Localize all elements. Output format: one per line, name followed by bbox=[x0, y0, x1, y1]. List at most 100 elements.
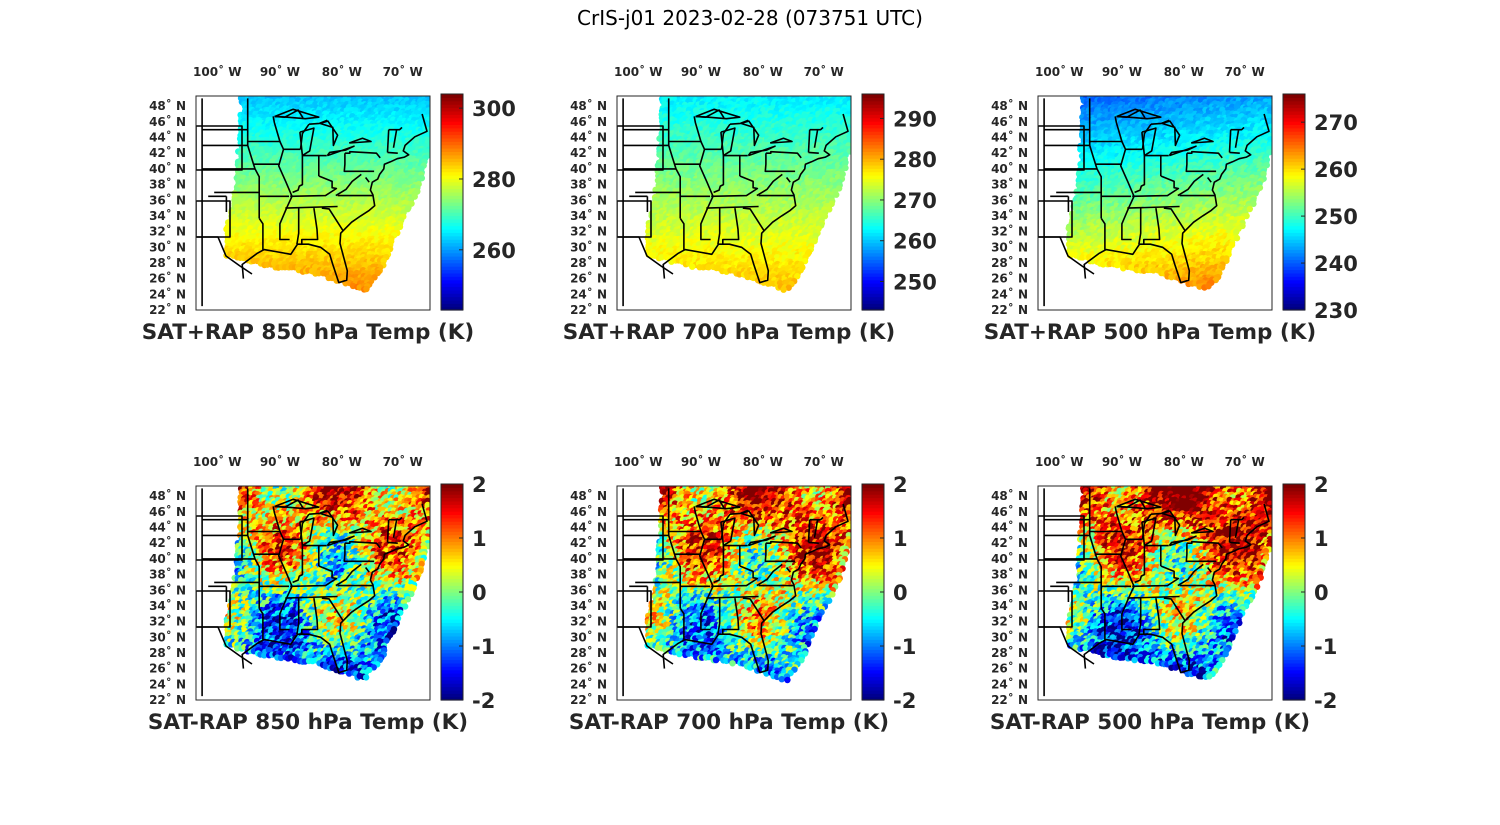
lat-tick-label: 22˚ N bbox=[991, 692, 1028, 707]
colorbar: 300 280 260 bbox=[440, 93, 516, 311]
lat-tick-label: 26˚ N bbox=[570, 661, 607, 676]
map-frame bbox=[1037, 95, 1273, 311]
lat-tick-label: 48˚ N bbox=[570, 98, 607, 113]
lat-tick-label: 22˚ N bbox=[570, 692, 607, 707]
state-boundaries bbox=[196, 488, 428, 697]
lat-tick-label: 32˚ N bbox=[570, 614, 607, 629]
lon-tick-label: 70˚ W bbox=[804, 454, 844, 469]
lon-tick-label: 70˚ W bbox=[1225, 454, 1265, 469]
colorbar-tick-label: 1 bbox=[1314, 527, 1329, 551]
lat-tick-label: 30˚ N bbox=[149, 239, 186, 254]
lat-tick-label: 46˚ N bbox=[149, 114, 186, 129]
colorbar-tick-label: -1 bbox=[1314, 635, 1337, 659]
lon-tick-label: 100˚ W bbox=[614, 64, 662, 79]
colorbar-tick-label: 2 bbox=[472, 473, 487, 497]
lat-tick-label: 42˚ N bbox=[570, 535, 607, 550]
colorbar-tick-label: 0 bbox=[472, 581, 487, 605]
swath-field bbox=[223, 96, 430, 293]
lat-tick-label: 32˚ N bbox=[991, 614, 1028, 629]
lat-tick-label: 44˚ N bbox=[149, 520, 186, 535]
lat-tick-label: 36˚ N bbox=[991, 192, 1028, 207]
lon-tick-label: 90˚ W bbox=[681, 454, 721, 469]
lat-tick-label: 46˚ N bbox=[149, 504, 186, 519]
lat-tick-label: 26˚ N bbox=[149, 271, 186, 286]
lat-tick-label: 28˚ N bbox=[149, 255, 186, 270]
lon-tick-label: 90˚ W bbox=[1102, 64, 1142, 79]
map-plot-700-sum: 100˚ W 90˚ W 80˚ W 70˚ W 48˚ N46˚ N44˚ N42˚ … bbox=[570, 64, 937, 317]
colorbar-tick-label: -2 bbox=[472, 689, 495, 713]
lat-tick-label: 46˚ N bbox=[570, 114, 607, 129]
lon-tick-label: 80˚ W bbox=[743, 64, 783, 79]
lat-tick-label: 44˚ N bbox=[570, 520, 607, 535]
panel-sat-rap-500: 100˚ W 90˚ W 80˚ W 70˚ W 48˚ N 46˚ N 44˚ N 42˚ … bbox=[970, 62, 1358, 362]
lat-tick-label: 32˚ N bbox=[570, 224, 607, 239]
map-frame bbox=[616, 485, 852, 701]
lat-tick-label: 36˚ N bbox=[149, 582, 186, 597]
colorbar-tick-label: 250 bbox=[1314, 205, 1358, 229]
lat-tick-label: 42˚ N bbox=[991, 535, 1028, 550]
lat-tick-label: 38˚ N bbox=[149, 567, 186, 582]
lat-tick-label: 42˚ N bbox=[991, 145, 1028, 160]
lat-tick-label: 44˚ N bbox=[570, 130, 607, 145]
lat-tick-label: 36˚ N bbox=[570, 582, 607, 597]
lat-tick-label: 28˚ N bbox=[991, 255, 1028, 270]
lat-tick-label: 24˚ N bbox=[991, 286, 1028, 301]
lat-tick-label: 42˚ N bbox=[570, 145, 607, 160]
panel-caption: SAT-RAP 850 hPa Temp (K) bbox=[147, 710, 469, 735]
panel-caption: SAT+RAP 700 hPa Temp (K) bbox=[562, 320, 896, 345]
lon-tick-label: 100˚ W bbox=[193, 64, 241, 79]
lat-tick-label: 32˚ N bbox=[991, 224, 1028, 239]
lat-tick-label: 28˚ N bbox=[570, 645, 607, 660]
lat-tick-label: 34˚ N bbox=[570, 598, 607, 613]
lat-tick-label: 40˚ N bbox=[570, 161, 607, 176]
lat-tick-label: 34˚ N bbox=[570, 208, 607, 223]
lat-tick-label: 44˚ N bbox=[991, 130, 1028, 145]
lat-tick-label: 40˚ N bbox=[991, 551, 1028, 566]
lon-tick-label: 90˚ W bbox=[681, 64, 721, 79]
lon-tick-label: 80˚ W bbox=[1164, 454, 1204, 469]
lat-tick-label: 32˚ N bbox=[149, 614, 186, 629]
lat-tick-label: 36˚ N bbox=[570, 192, 607, 207]
lon-tick-label: 80˚ W bbox=[322, 64, 362, 79]
map-frame bbox=[616, 95, 852, 311]
colorbar-tick-label: 2 bbox=[893, 473, 908, 497]
lat-tick-label: 34˚ N bbox=[149, 208, 186, 223]
panel-sat-rap-850: 100˚ W 90˚ W 80˚ W 70˚ W 48˚ N 46˚ N 44˚ N 42˚ … bbox=[128, 62, 516, 362]
lat-tick-label: 46˚ N bbox=[570, 504, 607, 519]
lon-tick-label: 80˚ W bbox=[1164, 64, 1204, 79]
lat-tick-label: 44˚ N bbox=[991, 520, 1028, 535]
colorbar-tick-label: 270 bbox=[893, 189, 937, 213]
lat-tick-label: 32˚ N bbox=[149, 224, 186, 239]
map-frame bbox=[195, 95, 431, 311]
map-frame bbox=[1037, 485, 1273, 701]
colorbar-tick-label: 300 bbox=[472, 97, 516, 121]
lat-tick-label: 22˚ N bbox=[149, 692, 186, 707]
state-boundaries bbox=[1038, 98, 1270, 307]
lon-tick-label: 90˚ W bbox=[260, 454, 300, 469]
lat-tick-label: 34˚ N bbox=[991, 208, 1028, 223]
map-plot-850-diff: 100˚ W 90˚ W 80˚ W 70˚ W 48˚ N46˚ N44˚ N42˚ … bbox=[149, 454, 495, 713]
map-plot-500-sum: 100˚ W 90˚ W 80˚ W 70˚ W 48˚ N46˚ N44˚ N42˚ … bbox=[991, 64, 1358, 323]
map-plot-500-diff: 100˚ W 90˚ W 80˚ W 70˚ W 48˚ N46˚ N44˚ N42˚ … bbox=[991, 454, 1337, 713]
lat-tick-label: 40˚ N bbox=[570, 551, 607, 566]
lon-tick-label: 70˚ W bbox=[1225, 64, 1265, 79]
swath-field bbox=[1065, 486, 1272, 680]
colorbar-tick-label: 280 bbox=[472, 168, 516, 192]
panel-caption: SAT-RAP 700 hPa Temp (K) bbox=[568, 710, 890, 735]
figure-title: CrIS-j01 2023-02-28 (073751 UTC) bbox=[577, 6, 923, 30]
lat-tick-label: 48˚ N bbox=[149, 98, 186, 113]
lat-tick-label: 30˚ N bbox=[570, 239, 607, 254]
lat-tick-label: 22˚ N bbox=[570, 302, 607, 317]
panel-caption: SAT-RAP 500 hPa Temp (K) bbox=[989, 710, 1311, 735]
lat-tick-label: 26˚ N bbox=[991, 271, 1028, 286]
colorbar-tick-label: -1 bbox=[472, 635, 495, 659]
colorbar-tick-label: -1 bbox=[893, 635, 916, 659]
lon-tick-label: 90˚ W bbox=[1102, 454, 1142, 469]
state-boundaries bbox=[617, 488, 849, 697]
colorbar-tick-label: 260 bbox=[1314, 158, 1358, 182]
lat-tick-label: 30˚ N bbox=[991, 239, 1028, 254]
state-boundaries bbox=[196, 98, 428, 307]
panel-sat-minus-rap-500: 100˚ W 90˚ W 80˚ W 70˚ W 48˚ N 46˚ N 44˚ N 42˚ … bbox=[970, 452, 1340, 752]
lon-tick-label: 100˚ W bbox=[193, 454, 241, 469]
lat-tick-label: 40˚ N bbox=[991, 161, 1028, 176]
